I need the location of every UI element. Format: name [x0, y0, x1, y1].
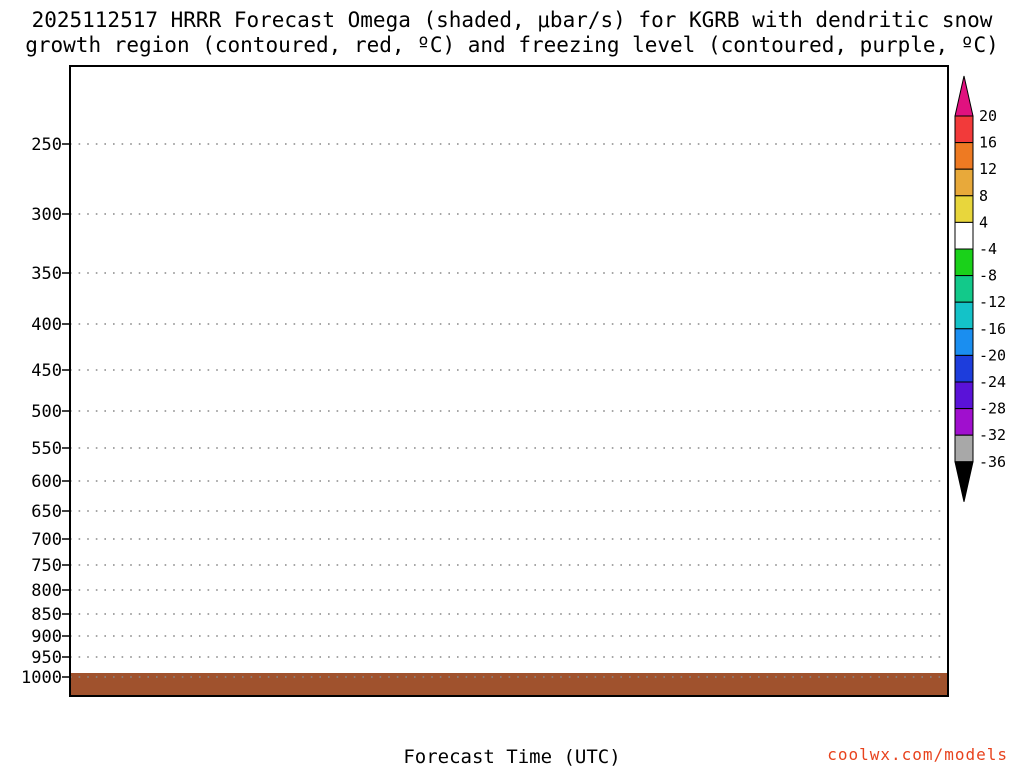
- y-tick-label-750: 750: [31, 556, 62, 576]
- colorbar-label--4: -4: [979, 240, 997, 258]
- colorbar-label--16: -16: [979, 320, 1006, 338]
- colorbar: 20 16 12 8 4 -4 -8 -12 -16 -20 -24 -28 -32 -36: [954, 75, 1006, 502]
- colorbar-label--8: -8: [979, 267, 997, 285]
- colorbar-label-20: 20: [979, 107, 997, 125]
- colorbar-bin-13: [954, 434, 974, 463]
- colorbar-bin-4: [954, 195, 974, 223]
- grid-layer: [70, 143, 948, 678]
- colorbar-label-8: 8: [979, 187, 988, 205]
- chart-title-line-1: 2025112517 HRRR Forecast Omega (shaded, …: [31, 8, 993, 32]
- colorbar-bottom-arrow: [954, 461, 974, 502]
- y-tick-label-500: 500: [31, 402, 62, 422]
- y-tick-label-900: 900: [31, 627, 62, 647]
- colorbar-bin-10: [954, 354, 974, 383]
- colorbar-label--36: -36: [979, 453, 1006, 471]
- colorbar-bin-11: [954, 381, 974, 410]
- colorbar-bin-6: [954, 248, 974, 277]
- colorbar-bin-1: [954, 115, 974, 144]
- y-tick-label-650: 650: [31, 502, 62, 522]
- ground-surface: [70, 673, 948, 696]
- colorbar-bin-9: [954, 328, 974, 356]
- colorbar-label--12: -12: [979, 293, 1006, 311]
- plot-frame: [69, 65, 949, 697]
- y-tick-label-1000: 1000: [21, 668, 62, 688]
- colorbar-bin-2: [954, 142, 974, 170]
- y-tick-label-400: 400: [31, 315, 62, 335]
- colorbar-bin-8: [954, 301, 974, 330]
- y-tick-label-350: 350: [31, 264, 62, 284]
- colorbar-top-arrow: [954, 75, 974, 117]
- colorbar-label-16: 16: [979, 134, 997, 152]
- source-credit: coolwx.com/models: [827, 745, 1008, 764]
- y-tick-label-950: 950: [31, 648, 62, 668]
- y-tick-label-850: 850: [31, 605, 62, 625]
- y-tick-label-600: 600: [31, 472, 62, 492]
- colorbar-label-12: 12: [979, 160, 997, 178]
- y-tick-label-250: 250: [31, 135, 62, 155]
- surface-layer: [70, 673, 948, 696]
- colorbar-label--32: -32: [979, 426, 1006, 444]
- colorbar-label--20: -20: [979, 346, 1006, 364]
- colorbar-bin-12: [954, 408, 974, 436]
- colorbar-bin-7: [954, 275, 974, 303]
- chart-title-line-2: growth region (contoured, red, ºC) and f…: [25, 33, 999, 57]
- y-tick-label-300: 300: [31, 205, 62, 225]
- y-tick-label-550: 550: [31, 439, 62, 459]
- colorbar-bin-5: [954, 221, 974, 250]
- colorbar-label-4: 4: [979, 213, 988, 231]
- y-axis-ticks: 2503003504004505005506006507007508008509…: [21, 135, 70, 688]
- colorbar-bin-3: [954, 168, 974, 197]
- y-tick-label-800: 800: [31, 581, 62, 601]
- colorbar-label--24: -24: [979, 373, 1006, 391]
- x-axis-label: Forecast Time (UTC): [403, 746, 621, 768]
- colorbar-label--28: -28: [979, 400, 1006, 418]
- y-tick-label-700: 700: [31, 530, 62, 550]
- y-tick-label-450: 450: [31, 361, 62, 381]
